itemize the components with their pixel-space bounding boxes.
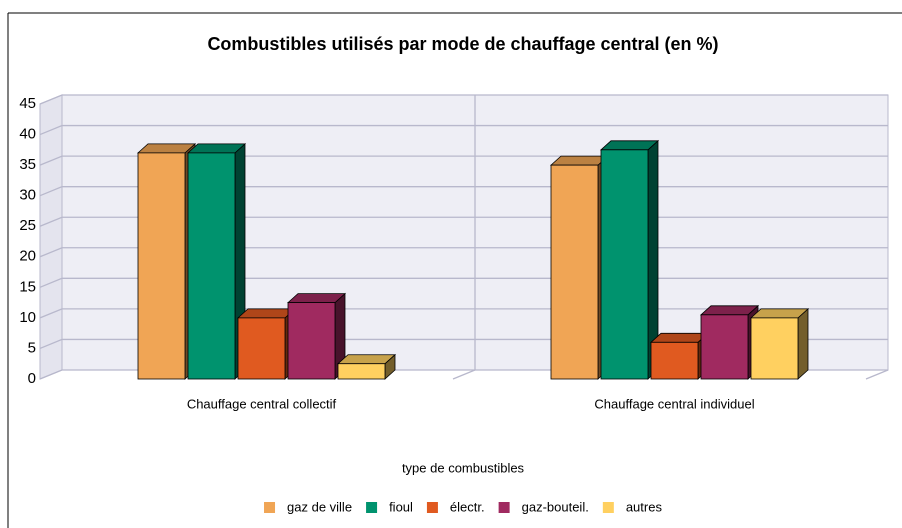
legend-swatch — [426, 502, 438, 513]
bar — [600, 149, 649, 380]
bar-top — [699, 305, 760, 316]
y-tick-label: 10 — [19, 309, 36, 326]
legend-label: gaz-bouteil. — [522, 499, 589, 514]
bar-top — [599, 140, 660, 151]
x-tick-label: Chauffage central collectif — [187, 396, 337, 411]
y-tick-label: 40 — [19, 126, 36, 143]
plot-side-wall — [39, 94, 63, 380]
y-tick-label: 15 — [19, 278, 36, 295]
bar — [287, 302, 336, 380]
bar — [237, 317, 286, 380]
y-tick-label: 35 — [19, 156, 36, 173]
grid-line — [39, 124, 888, 136]
bar-top — [749, 308, 810, 319]
bar — [750, 317, 799, 380]
legend-swatch — [602, 502, 614, 513]
y-tick-label: 20 — [19, 248, 36, 265]
y-tick-label: 0 — [28, 370, 36, 387]
bar-top — [186, 143, 247, 154]
bar-top — [649, 332, 710, 343]
bar — [700, 314, 749, 380]
y-tick-label: 5 — [28, 339, 36, 356]
floor-divider — [452, 369, 476, 380]
bar-top — [286, 293, 347, 304]
legend-label: autres — [626, 499, 663, 514]
bar — [187, 152, 236, 380]
y-tick-label: 25 — [19, 217, 36, 234]
floor-right — [865, 369, 889, 380]
bar-top — [136, 143, 197, 154]
legend-swatch — [498, 502, 510, 513]
legend-swatch — [366, 502, 378, 513]
bar — [337, 363, 386, 380]
legend-swatch — [264, 502, 276, 513]
bar-top — [236, 308, 297, 319]
bar-top — [336, 354, 397, 365]
x-tick-label: Chauffage central individuel — [594, 396, 754, 411]
bar — [650, 341, 699, 380]
bar — [550, 164, 599, 380]
grid-line — [39, 94, 888, 105]
y-tick-label: 45 — [19, 95, 36, 112]
y-tick-label: 30 — [19, 187, 36, 204]
legend-label: électr. — [450, 499, 485, 514]
x-axis-title: type de combustibles — [402, 460, 525, 475]
bar — [137, 152, 186, 380]
bar-top — [549, 155, 610, 166]
chart-title: Combustibles utilisés par mode de chauff… — [207, 34, 718, 54]
legend-label: gaz de ville — [287, 499, 352, 514]
legend-label: fioul — [389, 499, 413, 514]
bar-side — [797, 307, 809, 380]
